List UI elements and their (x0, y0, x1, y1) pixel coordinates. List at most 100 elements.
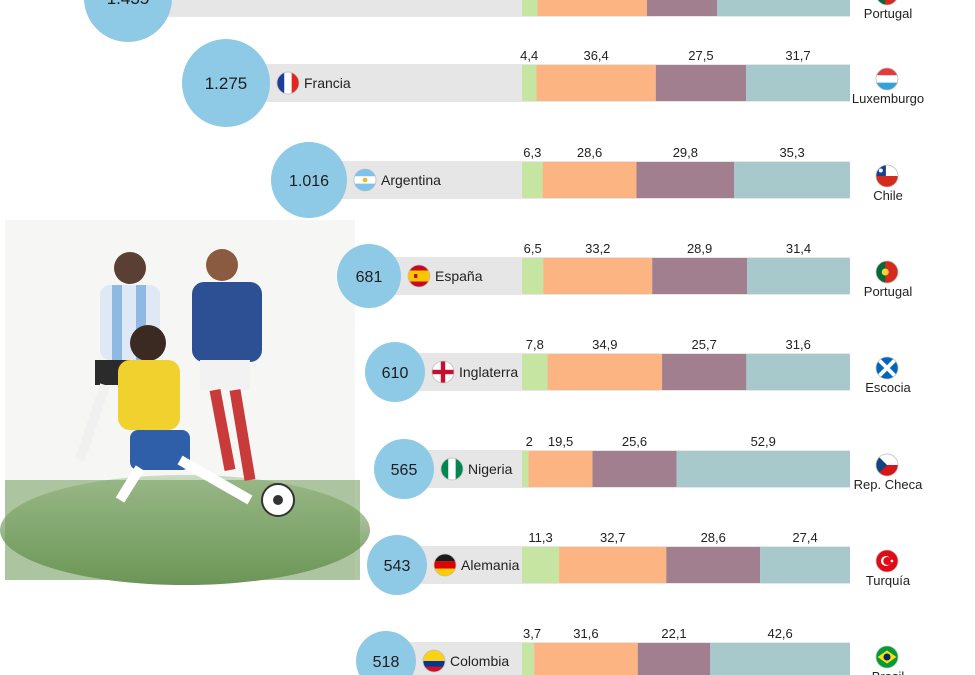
portugal-flag-icon (875, 260, 899, 284)
opponent-label: Escocia (865, 380, 911, 395)
bar-segment (528, 451, 593, 487)
colombia-flag-icon (422, 649, 446, 673)
country-label: Argentina (381, 172, 441, 188)
circle-value-label: 543 (384, 558, 411, 575)
data-label: 36,4 (583, 48, 608, 63)
bar-segment (522, 258, 544, 294)
circle-value-label: 610 (382, 365, 409, 382)
bar-segment (666, 547, 761, 583)
opponent-label: Portugal (864, 6, 913, 21)
chart-row: Alemania 11,3 32,7 28,6 27,4 Turquía 543 (367, 530, 911, 595)
data-label: 19,5 (548, 434, 573, 449)
value-circle (356, 631, 416, 675)
circle-value-label: 1.275 (205, 74, 248, 93)
data-label: 31,4 (786, 241, 811, 256)
value-circle (365, 342, 425, 402)
bar-segment (760, 547, 850, 583)
bar-segment (547, 354, 663, 390)
data-label: 6,5 (524, 241, 542, 256)
opponent-label: Luxemburgo (852, 91, 924, 106)
bar-segment (655, 65, 747, 101)
data-label: 28,6 (577, 145, 602, 160)
chart-row: Colombia 3,7 31,6 22,1 42,6 Brasil 518 (356, 626, 904, 675)
value-circle (84, 0, 172, 42)
data-label: 31,7 (785, 48, 810, 63)
football-players-illustration (0, 220, 370, 585)
bar-segment (717, 0, 850, 16)
bar-segment (710, 643, 850, 675)
value-circle (271, 142, 347, 218)
brazil-flag-icon (875, 645, 899, 669)
bar-segment (662, 354, 747, 390)
opponent-label: Chile (873, 188, 903, 203)
scotland-flag-icon (875, 356, 899, 380)
bar-segment (646, 0, 718, 16)
bar-segment (542, 162, 637, 198)
bar-segment (537, 0, 647, 16)
data-label: 32,7 (600, 530, 625, 545)
bar-segment (522, 643, 535, 675)
bar-segment (522, 65, 537, 101)
bar-segment (522, 354, 548, 390)
luxembourg-flag-icon (875, 67, 899, 91)
data-label: 3,7 (523, 626, 541, 641)
data-label: 25,6 (622, 434, 647, 449)
opponent-label: Brasil (872, 669, 905, 675)
circle-value-label: 565 (391, 462, 418, 479)
bar-segment (534, 643, 638, 675)
data-label: 25,7 (692, 337, 717, 352)
czech-flag-icon (875, 453, 899, 477)
chart-row: Portugal 1.435 (84, 0, 912, 42)
opponent-label: Portugal (864, 284, 913, 299)
value-circle (367, 535, 427, 595)
circle-value-label: 1.435 (107, 0, 150, 8)
bar-segment (747, 258, 850, 294)
data-label: 27,4 (792, 530, 817, 545)
bar-segment (746, 354, 850, 390)
spain-flag-icon (407, 264, 431, 288)
data-label: 31,6 (786, 337, 811, 352)
turkey-flag-icon (875, 549, 899, 573)
chart-row: Nigeria 2 19,5 25,6 52,9 Rep. Checa 565 (374, 434, 923, 499)
value-circle (182, 39, 270, 127)
data-label: 4,4 (520, 48, 538, 63)
data-label: 29,8 (673, 145, 698, 160)
circle-value-label: 518 (373, 654, 400, 671)
opponent-label: Rep. Checa (854, 477, 923, 492)
chart-row: Inglaterra 7,8 34,9 25,7 31,6 Escocia 610 (365, 337, 912, 402)
bar-segment (676, 451, 850, 487)
chart-row: España 6,5 33,2 28,9 31,4 Portugal 681 (337, 241, 912, 308)
data-label: 22,1 (661, 626, 686, 641)
bar-segment (592, 451, 677, 487)
data-label: 33,2 (585, 241, 610, 256)
bar-segment (543, 258, 653, 294)
data-label: 6,3 (523, 145, 541, 160)
bar-segment (522, 451, 529, 487)
country-label: España (435, 268, 483, 284)
data-label: 42,6 (767, 626, 792, 641)
chile-flag-icon (875, 164, 899, 188)
argentina-flag-icon (353, 168, 377, 192)
bar-segment (734, 162, 850, 198)
bar-segment (636, 162, 735, 198)
data-label: 27,5 (688, 48, 713, 63)
data-label: 28,6 (701, 530, 726, 545)
bar-segment (522, 547, 560, 583)
data-label: 7,8 (526, 337, 544, 352)
country-label: Francia (304, 75, 351, 91)
bar-segment (522, 0, 538, 16)
country-label: Nigeria (468, 461, 513, 477)
data-label: 2 (526, 434, 533, 449)
country-label: Colombia (450, 653, 509, 669)
value-circle (374, 439, 434, 499)
france-flag-icon (276, 71, 300, 95)
data-label: 35,3 (779, 145, 804, 160)
data-label: 28,9 (687, 241, 712, 256)
country-label: Inglaterra (459, 364, 518, 380)
country-label: Alemania (461, 557, 520, 573)
bar-segment (559, 547, 667, 583)
nigeria-flag-icon (440, 457, 464, 481)
bar-segment (637, 643, 711, 675)
bar-segment (746, 65, 850, 101)
